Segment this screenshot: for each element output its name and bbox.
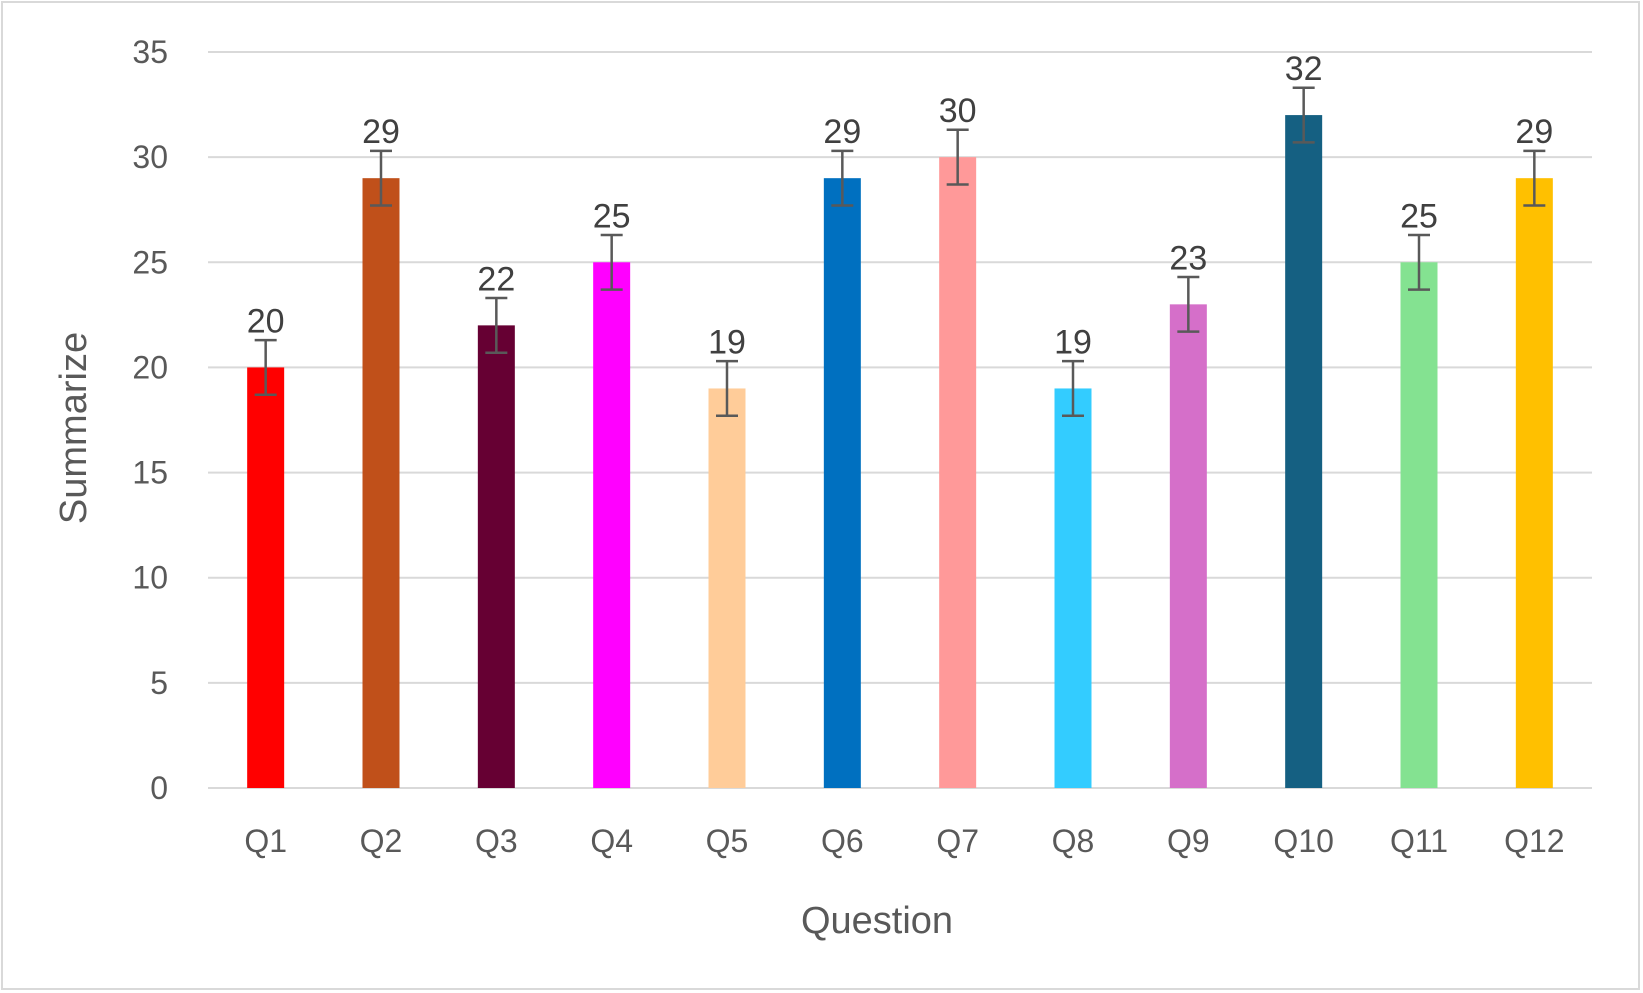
- bar-q10: [1285, 115, 1323, 789]
- error-bar-q5: [716, 359, 738, 418]
- y-tick-label: 0: [150, 770, 168, 806]
- y-axis-title: Summarize: [53, 332, 95, 524]
- bar-q2: [362, 178, 400, 788]
- bars: [247, 115, 1553, 789]
- x-tick-label-q7: Q7: [936, 823, 979, 859]
- x-tick-label-q2: Q2: [360, 823, 403, 859]
- data-label-q4: 25: [593, 197, 631, 235]
- bar-q6: [823, 178, 861, 788]
- error-bars: [254, 86, 1546, 418]
- data-label-q9: 23: [1169, 239, 1207, 277]
- data-label-q1: 20: [247, 302, 285, 340]
- error-bar-q1: [254, 338, 277, 397]
- data-label-q6: 29: [823, 113, 861, 151]
- bar-q3: [477, 325, 515, 788]
- y-tick-label: 15: [132, 455, 168, 491]
- y-tick-label: 30: [132, 139, 168, 175]
- x-tick-label-q8: Q8: [1052, 823, 1095, 859]
- x-tick-label-q5: Q5: [706, 823, 749, 859]
- x-tick-label-q3: Q3: [475, 823, 518, 859]
- data-labels: 20 29 22 25 19 29 30 19 23 32 25 29: [247, 50, 1553, 361]
- data-label-q3: 22: [477, 260, 515, 298]
- data-label-q5: 19: [708, 323, 746, 361]
- error-bar-q7: [946, 128, 969, 186]
- bar-q4: [593, 262, 631, 788]
- bar-q7: [939, 157, 977, 789]
- y-tick-label: 10: [132, 560, 168, 596]
- bar-q9: [1169, 304, 1207, 788]
- error-bar-q4: [600, 233, 623, 291]
- data-label-q10: 32: [1285, 50, 1323, 88]
- error-bar-q12: [1523, 149, 1546, 207]
- bar-q11: [1400, 262, 1438, 788]
- bar-q1: [247, 367, 285, 788]
- y-tick-label: 25: [132, 244, 168, 280]
- data-label-q11: 25: [1400, 197, 1438, 235]
- error-bar-q8: [1062, 359, 1084, 418]
- bar-q5: [708, 388, 746, 788]
- x-tick-label-q6: Q6: [821, 823, 864, 859]
- error-bar-q11: [1408, 233, 1430, 291]
- data-label-q12: 29: [1515, 113, 1553, 151]
- bar-q12: [1515, 178, 1553, 788]
- x-tick-label-q1: Q1: [244, 823, 287, 859]
- error-bar-q3: [485, 296, 508, 354]
- y-tick-labels: 0 5 10 15 20 25 30 35: [132, 34, 168, 806]
- x-tick-labels: Q1 Q2 Q3 Q4 Q5 Q6 Q7 Q8 Q9 Q10 Q11 Q12: [244, 823, 1564, 859]
- data-label-q7: 30: [939, 92, 977, 130]
- x-tick-label-q12: Q12: [1504, 823, 1564, 859]
- data-label-q2: 29: [362, 113, 400, 151]
- data-label-q8: 19: [1054, 323, 1092, 361]
- x-axis-title: Question: [801, 900, 953, 942]
- x-tick-label-q10: Q10: [1273, 823, 1333, 859]
- y-tick-label: 5: [150, 665, 168, 701]
- x-tick-label-q9: Q9: [1167, 823, 1210, 859]
- gridlines: [208, 51, 1592, 789]
- bar-q8: [1054, 388, 1092, 788]
- error-bar-q10: [1292, 86, 1315, 144]
- y-tick-label: 20: [132, 349, 168, 385]
- error-bar-q2: [370, 149, 392, 207]
- x-tick-label-q11: Q11: [1390, 823, 1448, 859]
- error-bar-q6: [831, 149, 854, 207]
- y-tick-label: 35: [132, 34, 168, 70]
- x-tick-label-q4: Q4: [590, 823, 633, 859]
- error-bar-q9: [1177, 275, 1200, 333]
